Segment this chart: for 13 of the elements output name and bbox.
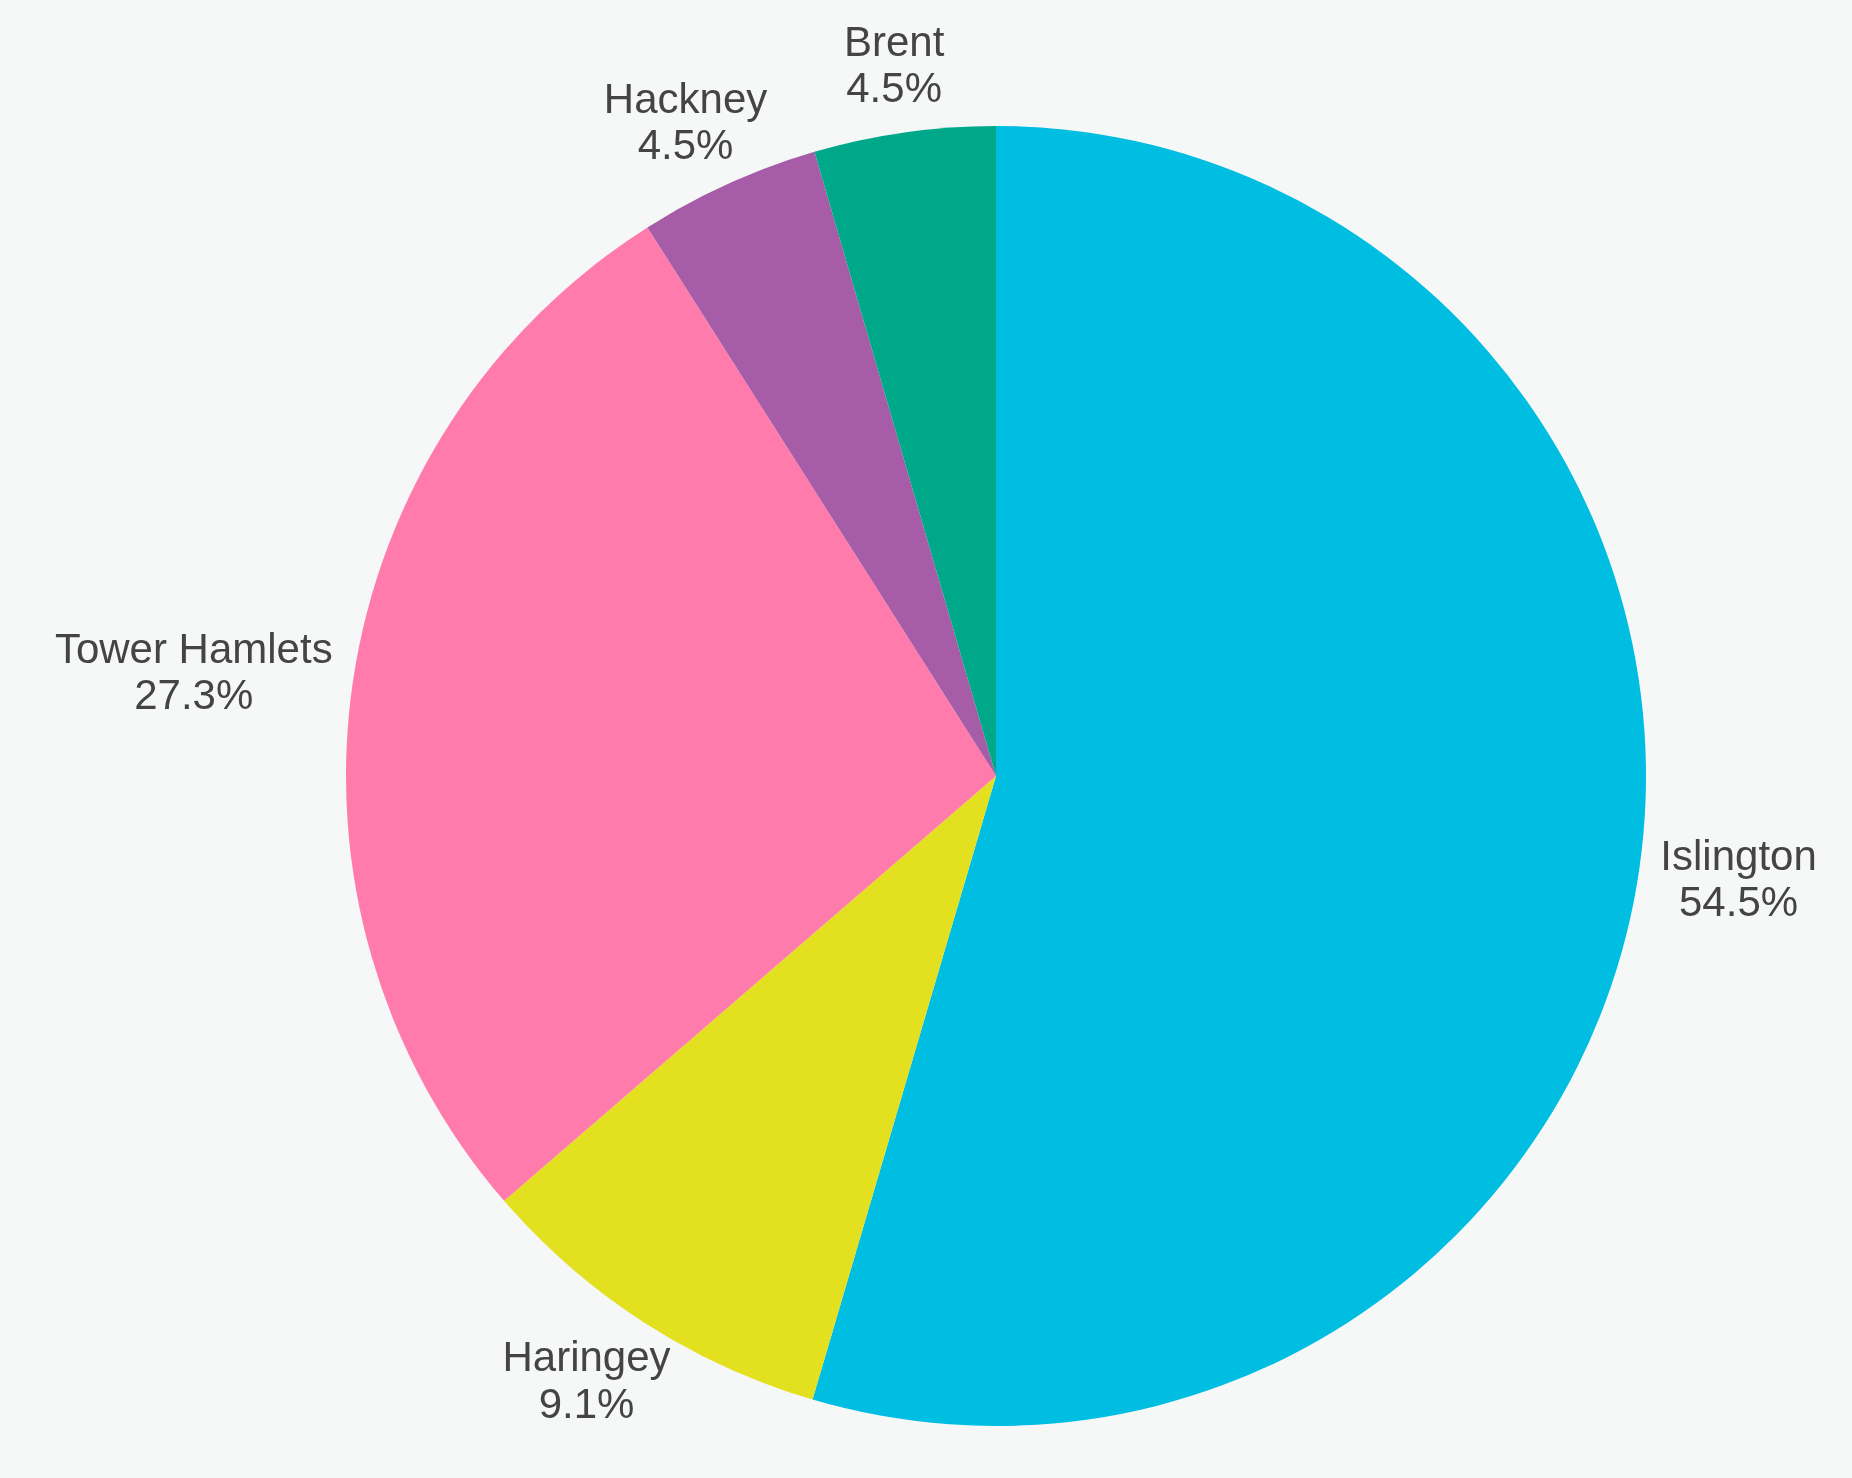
slice-label: Brent [843, 17, 945, 65]
data-label: 27.3% [134, 670, 254, 718]
data-label: 4.5% [637, 120, 734, 168]
pie-slice [812, 126, 1646, 1426]
slice-label: Haringey [502, 1333, 671, 1381]
slice-label: Islington [1660, 831, 1817, 879]
pie-slice [814, 126, 996, 776]
data-label: 9.1% [538, 1379, 635, 1427]
data-label: 4.5% [846, 64, 942, 112]
slice-label: Hackney [603, 74, 768, 122]
slice-label: Tower Hamlets [54, 624, 333, 672]
data-label: 54.5% [1679, 878, 1799, 926]
pie-slice [346, 227, 996, 1201]
